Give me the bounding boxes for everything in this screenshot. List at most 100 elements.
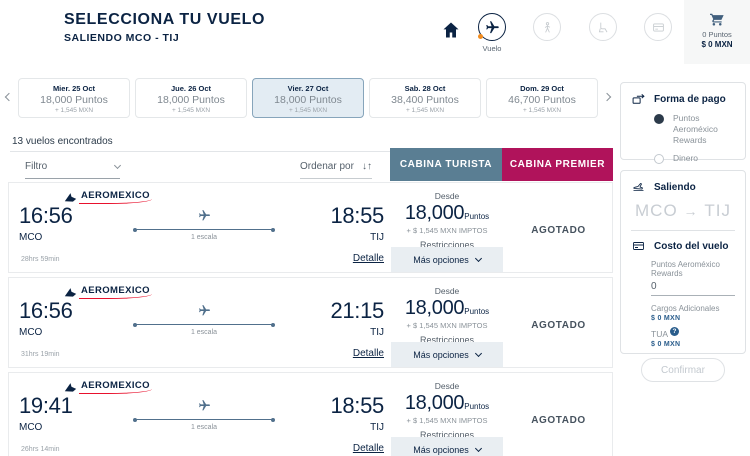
carousel-next-button[interactable] <box>600 90 614 104</box>
arrival-time: 18:55 <box>330 393 384 418</box>
sort-dropdown[interactable]: Ordenar por ↓↑ <box>300 161 372 179</box>
from-label: Desde <box>434 286 460 296</box>
tua-help-icon[interactable]: ? <box>670 327 679 336</box>
arrival-block: 18:55 TIJ <box>314 393 384 433</box>
more-options-label: Más opciones <box>413 254 469 265</box>
departure-airport: MCO <box>19 327 43 338</box>
home-icon[interactable] <box>441 20 461 40</box>
chevron-down-icon <box>474 444 482 452</box>
flight-duration: 28hrs 59min <box>21 256 60 263</box>
from-label: Desde <box>434 191 460 201</box>
restrictions-link[interactable]: Restricciones <box>419 240 475 250</box>
flight-row: AEROMEXICO 16:56 MCO 1 escala 18:55 TIJ … <box>8 182 613 273</box>
date-card-day: Jue. 26 Oct <box>170 84 212 93</box>
more-options-label: Más opciones <box>413 349 469 360</box>
date-card-extra: + 1,545 MXN <box>171 107 211 114</box>
chevron-left-icon <box>4 92 14 102</box>
payment-method-card: Forma de pago Puntos Aeroméxico Rewards … <box>620 82 746 165</box>
seat-icon <box>597 21 610 34</box>
cart[interactable]: 0 Puntos $ 0 MXN <box>684 0 750 64</box>
nav-step-passenger[interactable] <box>530 13 564 41</box>
premier-sold-out-badge: AGOTADO <box>531 225 586 236</box>
airline-name: AEROMEXICO <box>79 380 152 394</box>
tab-label: CABINA PREMIER <box>509 159 606 170</box>
date-carousel: Mier. 25 Oct 18,000 Puntos + 1,545 MXN J… <box>0 78 616 120</box>
plane-icon <box>198 209 211 222</box>
stops-label: 1 escala <box>190 234 218 241</box>
radio-dinero[interactable]: Dinero <box>621 146 745 165</box>
detail-link[interactable]: Detalle <box>352 348 384 359</box>
aeromexico-emblem-icon <box>64 193 77 202</box>
price-points-unit: Puntos <box>464 402 490 411</box>
additional-charges-value: $ 0 MXN <box>651 315 681 322</box>
header: SELECCIONA TU VUELO SALIENDO MCO - TIJ V… <box>0 0 750 64</box>
restrictions-link[interactable]: Restricciones <box>419 430 475 440</box>
cart-points: 0 Puntos <box>702 30 732 39</box>
points-input[interactable]: 0 <box>651 281 657 292</box>
chevron-down-icon <box>113 161 122 170</box>
tua-label: TUA <box>651 329 668 339</box>
page-subtitle: SALIENDO MCO - TIJ <box>64 32 180 44</box>
divider <box>10 151 613 152</box>
plane-icon <box>485 20 500 35</box>
date-card-points: 18,000 Puntos <box>40 94 108 106</box>
date-card-points: 38,400 Puntos <box>391 94 459 106</box>
chevron-down-icon <box>474 254 482 262</box>
radio-puntos-rewards[interactable]: Puntos Aeroméxico Rewards <box>621 106 745 146</box>
carousel-prev-button[interactable] <box>2 90 16 104</box>
detail-link[interactable]: Detalle <box>352 253 384 264</box>
date-card-extra: + 1,545 MXN <box>522 107 562 114</box>
divider <box>631 230 735 231</box>
origin-code: MCO <box>635 201 678 220</box>
more-options-button[interactable]: Más opciones <box>391 342 503 367</box>
flight-row: AEROMEXICO 16:56 MCO 1 escala 21:15 TIJ … <box>8 277 613 368</box>
date-card-points: 18,000 Puntos <box>274 94 342 106</box>
date-card-points: 18,000 Puntos <box>157 94 225 106</box>
tua-value: $ 0 MXN <box>651 341 681 348</box>
flight-duration: 31hrs 19min <box>21 351 60 358</box>
nav-step-payment[interactable] <box>641 13 675 41</box>
date-card[interactable]: Mier. 25 Oct 18,000 Puntos + 1,545 MXN <box>18 78 130 118</box>
cart-amount: $ 0 MXN <box>701 40 733 49</box>
nav-step-seat[interactable] <box>586 13 620 41</box>
date-card[interactable]: Jue. 26 Oct 18,000 Puntos + 1,545 MXN <box>135 78 247 118</box>
date-card[interactable]: Sab. 28 Oct 38,400 Puntos + 1,545 MXN <box>369 78 481 118</box>
date-card-selected[interactable]: Vier. 27 Oct 18,000 Puntos + 1,545 MXN <box>252 78 364 118</box>
from-label: Desde <box>434 381 460 391</box>
turista-price-column: Desde 18,000Puntos + $ 1,545 MXN IMPTOS … <box>391 278 503 367</box>
payment-method-title: Forma de pago <box>654 94 726 105</box>
cart-icon <box>684 11 750 27</box>
arrival-airport: TIJ <box>370 422 384 433</box>
departure-time: 19:41 <box>19 393 73 418</box>
aeromexico-logo: AEROMEXICO <box>64 285 152 299</box>
date-card[interactable]: Dom. 29 Oct 46,700 Puntos + 1,545 MXN <box>486 78 598 118</box>
premier-sold-out-badge: AGOTADO <box>531 415 586 426</box>
price-taxes: + $ 1,545 MXN IMPTOS <box>406 321 488 330</box>
tab-cabina-premier[interactable]: CABINA PREMIER <box>502 148 613 181</box>
saliendo-title: Saliendo <box>654 181 696 193</box>
premier-sold-out-badge: AGOTADO <box>531 320 586 331</box>
departure-time: 16:56 <box>19 203 73 228</box>
departure-time: 16:56 <box>19 298 73 323</box>
results-count: 13 vuelos encontrados <box>12 136 113 147</box>
detail-link[interactable]: Detalle <box>352 443 384 454</box>
arrow-right-icon: → <box>683 203 699 219</box>
more-options-button[interactable]: Más opciones <box>391 437 503 456</box>
credit-card-icon <box>652 21 665 34</box>
arrival-airport: TIJ <box>370 327 384 338</box>
vuelo-step-label: Vuelo <box>482 44 502 53</box>
filter-dropdown[interactable]: Filtro <box>25 161 122 179</box>
aeromexico-emblem-icon <box>64 288 77 297</box>
chevron-down-icon <box>474 349 482 357</box>
plane-icon <box>198 399 211 412</box>
departure-block: 16:56 MCO <box>19 203 73 243</box>
nav-step-vuelo[interactable]: Vuelo <box>475 13 509 53</box>
aeromexico-emblem-icon <box>64 383 77 392</box>
payment-method-icon <box>631 93 646 106</box>
confirm-button[interactable]: Confirmar <box>641 358 725 382</box>
more-options-button[interactable]: Más opciones <box>391 247 503 272</box>
arrival-block: 18:55 TIJ <box>314 203 384 243</box>
active-step-dot <box>478 34 483 39</box>
restrictions-link[interactable]: Restricciones <box>419 335 475 345</box>
tab-cabina-turista[interactable]: CABINA TURISTA <box>390 148 502 181</box>
